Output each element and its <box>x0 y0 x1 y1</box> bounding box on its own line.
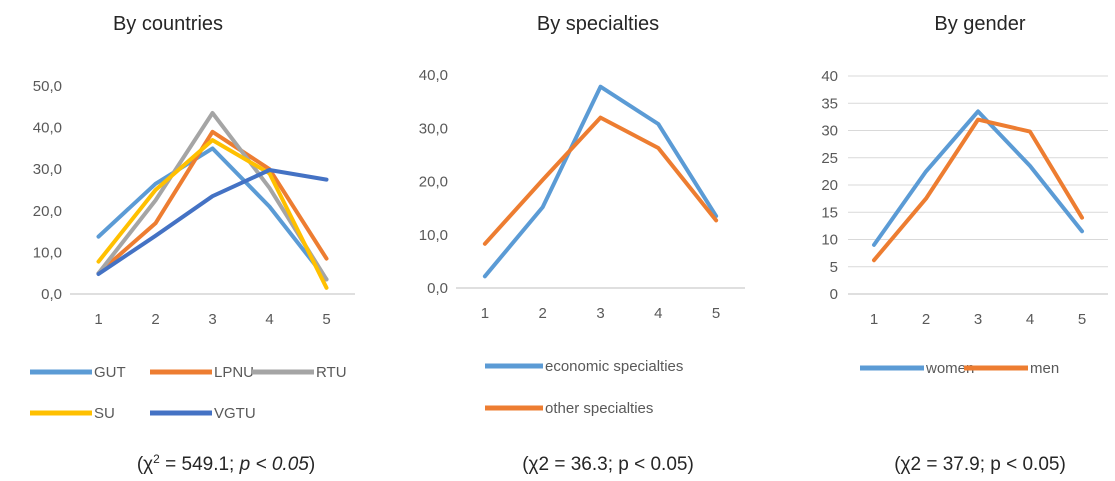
legend-label: SU <box>94 405 115 422</box>
x-tick-label: 1 <box>94 311 102 328</box>
chart-title: By gender <box>934 13 1026 35</box>
x-tick-label: 1 <box>870 311 878 328</box>
y-tick-label: 25 <box>821 150 838 167</box>
y-tick-label: 10,0 <box>33 244 62 261</box>
y-tick-label: 30,0 <box>419 120 448 137</box>
x-tick-label: 5 <box>1078 311 1086 328</box>
plot-area: 0,0 10,0 20,0 30,0 40,0 1 2 3 4 5 <box>419 67 745 322</box>
y-tick-label: 30 <box>821 123 838 140</box>
legend-label: economic specialties <box>545 358 683 375</box>
x-tick-label: 3 <box>596 305 604 322</box>
series-line-other-specialties <box>482 115 719 246</box>
y-tick-label: 15 <box>821 204 838 221</box>
plot-area: 0 5 10 15 20 25 30 35 40 1 2 3 4 5 <box>821 68 1108 328</box>
y-tick-label: 30,0 <box>33 161 62 178</box>
series-line-su <box>96 138 329 290</box>
legend-label: other specialties <box>545 400 653 417</box>
y-tick-label: 10,0 <box>419 227 448 244</box>
chart-by-specialties: By specialties 0,0 10,0 20,0 30,0 40,0 1 2 3 4 5 … <box>370 0 745 481</box>
x-tick-label: 2 <box>539 305 547 322</box>
chart-by-specialties-svg: By specialties 0,010,020,030,040,01 2 3 4 5 … <box>419 13 745 475</box>
y-tick-label: 20,0 <box>419 174 448 191</box>
legend-label: VGTU <box>214 405 256 422</box>
series-line-men <box>872 117 1084 263</box>
legend: GUT LPNU RTU SU VGTU <box>30 364 347 422</box>
x-tick-label: 4 <box>654 305 662 322</box>
x-tick-label: 3 <box>974 311 982 328</box>
y-tick-label: 0,0 <box>427 280 448 297</box>
y-tick-label: 20,0 <box>33 203 62 220</box>
chart-title: By countries <box>113 13 223 35</box>
y-tick-label: 5 <box>830 259 838 276</box>
chi-square-caption: (χ2 = 549.1; p < 0.05) <box>137 452 315 475</box>
series-line-gut <box>96 146 329 282</box>
y-tick-label: 20 <box>821 177 838 194</box>
chart-by-gender-svg: By gender 0 5 10 15 20 25 30 35 40 1 2 3 4 5 women men… <box>821 13 1108 475</box>
series-line-women <box>872 109 1084 247</box>
legend-label: women <box>925 360 974 377</box>
series-line-economic-specialties <box>482 84 719 279</box>
plot-area: 0,0 10,0 20,0 30,0 40,0 50,0 1 2 3 4 5 <box>33 78 355 328</box>
chart-by-gender: By gender 0 5 10 15 20 25 30 35 40 1 2 3 4 5 women men… <box>740 0 1115 481</box>
series-line-rtu <box>96 111 329 282</box>
y-tick-label: 40,0 <box>33 120 62 137</box>
legend: economic specialties other specialties <box>485 358 683 417</box>
chi-square-caption: (χ2 = 37.9; p < 0.05) <box>894 454 1066 475</box>
x-tick-label: 1 <box>481 305 489 322</box>
series-line-vgtu <box>96 168 329 276</box>
y-tick-label: 40,0 <box>419 67 448 84</box>
y-tick-label: 0 <box>830 286 838 303</box>
x-tick-label: 4 <box>1026 311 1034 328</box>
y-tick-label: 40 <box>821 68 838 85</box>
x-tick-label: 3 <box>208 311 216 328</box>
legend-label: GUT <box>94 364 126 381</box>
chart-by-countries-svg: By countries 0,0 10,0 20,0 30,0 40,0 50,0 1 2 3 4… <box>30 13 355 475</box>
y-tick-label: 35 <box>821 95 838 112</box>
legend: women men <box>860 360 1059 377</box>
x-tick-label: 2 <box>922 311 930 328</box>
chart-title: By specialties <box>537 13 659 35</box>
chart-by-countries: By countries 0,0 10,0 20,0 30,0 40,0 50,0 1 2 3 4… <box>0 0 370 481</box>
x-tick-label: 2 <box>151 311 159 328</box>
y-tick-label: 50,0 <box>33 78 62 95</box>
x-tick-label: 4 <box>265 311 273 328</box>
legend-label: men <box>1030 360 1059 377</box>
y-tick-label: 10 <box>821 232 838 249</box>
series-line-lpnu <box>96 129 329 276</box>
chi-square-caption: (χ2 = 36.3; p < 0.05) <box>522 454 694 475</box>
x-tick-label: 5 <box>322 311 330 328</box>
legend-label: RTU <box>316 364 347 381</box>
y-tick-label: 0,0 <box>41 286 62 303</box>
legend-label: LPNU <box>214 364 254 381</box>
x-tick-label: 5 <box>712 305 720 322</box>
